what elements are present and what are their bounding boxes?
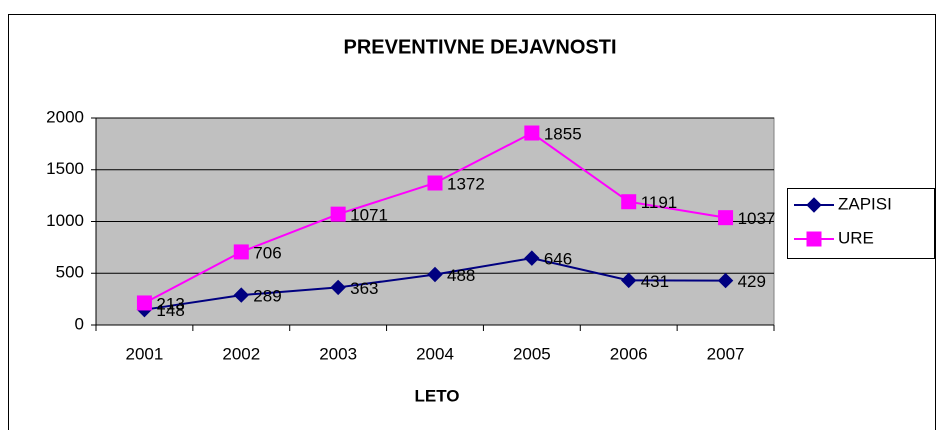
data-label: 488 xyxy=(447,266,475,285)
point xyxy=(330,279,346,296)
chart-title: PREVENTIVNE DEJAVNOSTI xyxy=(343,36,616,58)
point xyxy=(621,194,637,210)
y-tick-label: 0 xyxy=(75,314,84,333)
x-tick-label: 2006 xyxy=(610,344,648,363)
x-tick-label: 2003 xyxy=(319,344,357,363)
data-label: 1037 xyxy=(738,209,776,228)
data-label: 431 xyxy=(641,272,669,291)
x-tick-label: 2007 xyxy=(707,344,745,363)
y-tick-label: 2000 xyxy=(46,107,84,126)
chart-border xyxy=(8,14,936,430)
point xyxy=(427,175,443,191)
data-label: 1191 xyxy=(641,193,678,212)
point xyxy=(136,295,152,311)
data-label: 148 xyxy=(156,301,184,320)
data-label: 363 xyxy=(350,279,378,298)
data-label: 289 xyxy=(253,287,281,306)
data-label: 213 xyxy=(156,294,184,313)
y-tick-label: 1000 xyxy=(46,211,84,230)
point xyxy=(717,272,734,289)
point xyxy=(233,287,249,303)
point xyxy=(524,125,540,141)
x-tick-label: 2005 xyxy=(513,344,551,363)
data-label: 646 xyxy=(544,250,572,269)
x-tick-label: 2002 xyxy=(222,344,260,363)
legend-marker xyxy=(806,197,822,213)
data-label: 706 xyxy=(253,243,281,262)
legend-marker xyxy=(806,231,822,247)
legend-label: URE xyxy=(838,228,874,247)
x-axis-title: LETO xyxy=(414,386,459,405)
legend-label: ZAPISI xyxy=(838,194,892,213)
x-tick-label: 2004 xyxy=(416,344,454,363)
point xyxy=(621,272,637,289)
data-label: 429 xyxy=(738,272,766,291)
point xyxy=(427,266,443,283)
point xyxy=(233,244,249,260)
data-label: 1855 xyxy=(544,124,582,143)
y-tick-label: 1500 xyxy=(46,159,84,178)
data-label: 1071 xyxy=(350,206,388,225)
point xyxy=(718,210,734,226)
data-label: 1372 xyxy=(447,174,485,193)
y-tick-label: 500 xyxy=(56,263,84,282)
x-tick-label: 2001 xyxy=(126,344,164,363)
point xyxy=(330,206,346,222)
point xyxy=(524,250,540,266)
